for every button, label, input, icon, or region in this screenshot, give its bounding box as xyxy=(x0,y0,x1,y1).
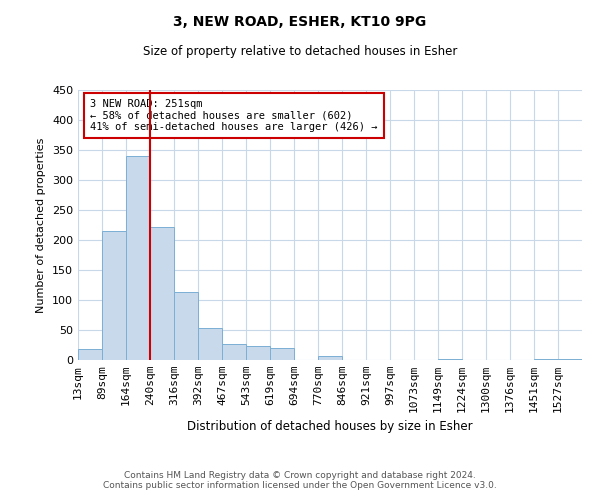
Y-axis label: Number of detached properties: Number of detached properties xyxy=(37,138,46,312)
Bar xyxy=(318,356,342,360)
Bar xyxy=(438,359,462,360)
Text: Contains HM Land Registry data © Crown copyright and database right 2024.
Contai: Contains HM Land Registry data © Crown c… xyxy=(103,470,497,490)
Bar xyxy=(126,156,150,360)
X-axis label: Distribution of detached houses by size in Esher: Distribution of detached houses by size … xyxy=(187,420,473,434)
Bar xyxy=(78,349,102,360)
Text: 3, NEW ROAD, ESHER, KT10 9PG: 3, NEW ROAD, ESHER, KT10 9PG xyxy=(173,15,427,29)
Bar xyxy=(102,231,126,360)
Bar xyxy=(270,348,294,360)
Text: Size of property relative to detached houses in Esher: Size of property relative to detached ho… xyxy=(143,45,457,58)
Text: 3 NEW ROAD: 251sqm
← 58% of detached houses are smaller (602)
41% of semi-detach: 3 NEW ROAD: 251sqm ← 58% of detached hou… xyxy=(90,99,377,132)
Bar xyxy=(174,292,198,360)
Bar xyxy=(222,344,246,360)
Bar xyxy=(246,346,270,360)
Bar xyxy=(198,328,222,360)
Bar xyxy=(150,227,174,360)
